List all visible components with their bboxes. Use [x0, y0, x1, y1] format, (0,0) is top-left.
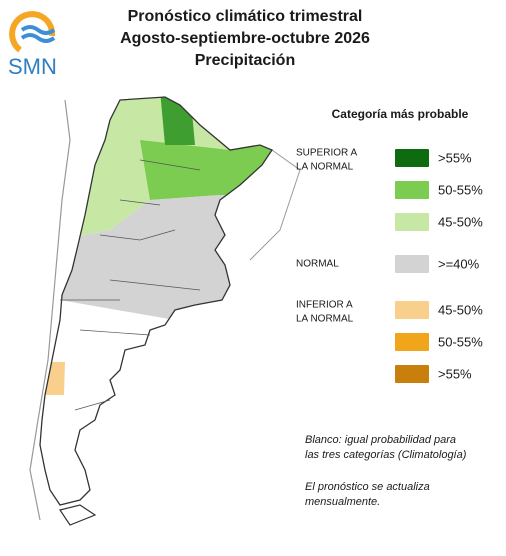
group-label: NORMAL: [296, 259, 339, 270]
note-line: Blanco: igual probabilidad para: [305, 434, 456, 446]
group-label: LA NORMAL: [296, 314, 354, 325]
legend-swatch: [395, 149, 429, 167]
note-line: El pronóstico se actualiza: [305, 481, 430, 493]
legend-label: 50-55%: [438, 182, 483, 197]
legend-label: >55%: [438, 366, 472, 381]
legend-label: >=40%: [438, 256, 480, 271]
legend-swatch: [395, 301, 429, 319]
legend-title: Categoría más probable: [332, 107, 469, 121]
logo: SMN: [8, 11, 57, 79]
group-label: INFERIOR A: [296, 300, 353, 311]
group-label: LA NORMAL: [296, 162, 354, 173]
legend-swatch: [395, 255, 429, 273]
title: Pronóstico climático trimestral Agosto-se…: [120, 8, 370, 69]
legend-label: 45-50%: [438, 302, 483, 317]
note-line: mensualmente.: [305, 496, 380, 508]
legend: SUPERIOR A LA NORMAL >55% 50-55% 45-50% NORMA…: [296, 148, 483, 383]
note-line: las tres categorías (Climatología): [305, 449, 467, 461]
legend-swatch: [395, 181, 429, 199]
legend-swatch: [395, 333, 429, 351]
notes: Blanco: igual probabilidad para las tres …: [305, 434, 467, 508]
title-line: Precipitación: [195, 52, 295, 69]
title-line: Agosto-septiembre-octubre 2026: [120, 30, 370, 47]
title-line: Pronóstico climático trimestral: [128, 8, 363, 25]
legend-swatch: [395, 213, 429, 231]
group-label: SUPERIOR A: [296, 148, 357, 159]
legend-label: 50-55%: [438, 334, 483, 349]
logo-text: SMN: [8, 54, 57, 79]
legend-label: >55%: [438, 150, 472, 165]
legend-swatch: [395, 365, 429, 383]
legend-label: 45-50%: [438, 214, 483, 229]
